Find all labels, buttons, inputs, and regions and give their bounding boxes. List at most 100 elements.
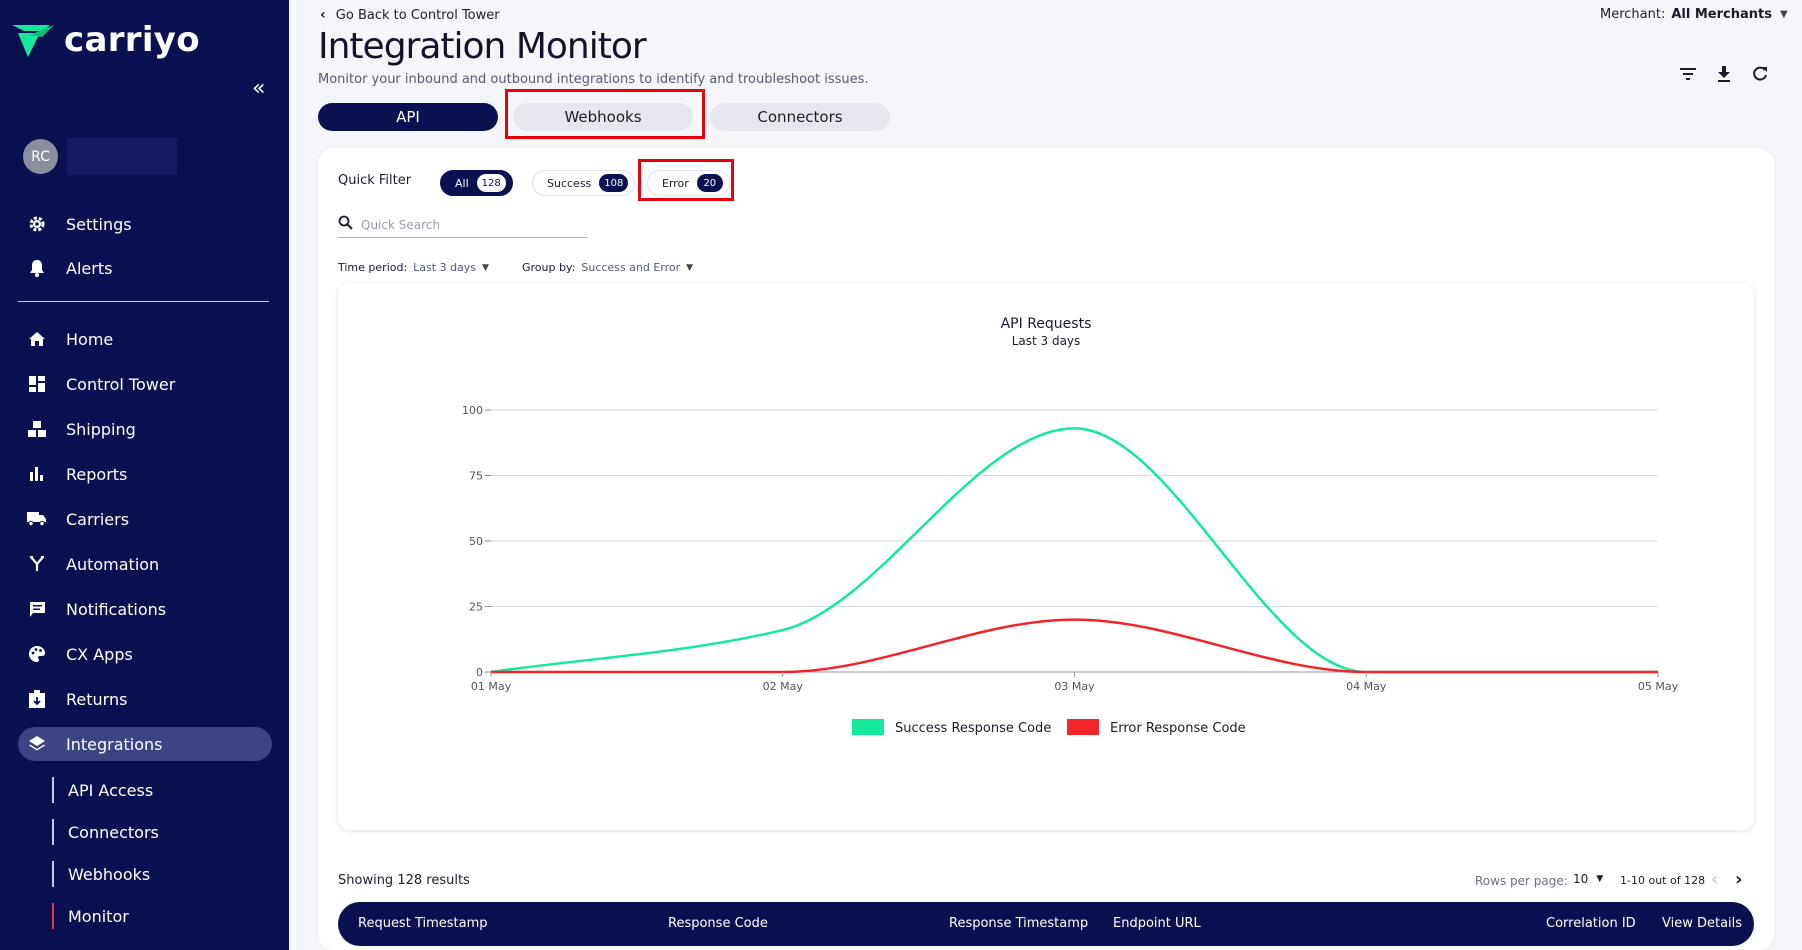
back-to-control-tower-link[interactable]: ‹ Go Back to Control Tower — [320, 7, 500, 23]
chart-card — [338, 283, 1754, 830]
y-tick-label: 50 — [469, 535, 483, 548]
sidebar-item-integrations[interactable]: Integrations — [18, 727, 272, 761]
tab-api[interactable]: API — [318, 103, 498, 131]
sidebar-item-returns[interactable]: Returns — [18, 682, 272, 716]
sidebar-item-label: Home — [66, 329, 114, 349]
carriyo-logo[interactable]: carriyo — [10, 20, 200, 60]
legend-item-success[interactable]: Success Response Code — [852, 719, 1051, 736]
series-line-error — [491, 618, 1658, 674]
sidebar-item-settings[interactable]: Settings — [18, 207, 272, 241]
sidebar-item-cx-apps[interactable]: CX Apps — [18, 637, 272, 671]
x-tick-label: 01 May — [471, 680, 512, 693]
sidebar-item-reports[interactable]: Reports — [18, 457, 272, 491]
y-tick-label: 100 — [462, 404, 483, 417]
caret-down-icon: ▼ — [686, 262, 694, 273]
chip-count: 108 — [599, 174, 629, 192]
sidebar-item-alerts[interactable]: Alerts — [18, 251, 272, 285]
group-by-select[interactable]: Group by: Success and Error ▼ — [522, 261, 693, 274]
sidebar-item-label: Alerts — [66, 258, 113, 278]
tab-label: API — [396, 108, 420, 126]
download-icon[interactable] — [1714, 64, 1734, 84]
user-name-redacted — [67, 138, 177, 175]
group-by-value: Success and Error — [581, 261, 681, 274]
filter-chip-all[interactable]: All 128 — [440, 170, 513, 196]
sidebar-item-notifications[interactable]: Notifications — [18, 592, 272, 626]
time-period-select[interactable]: Time period: Last 3 days ▼ — [338, 261, 489, 274]
palette-icon — [26, 643, 48, 665]
bell-icon — [26, 257, 48, 279]
chip-count: 20 — [696, 174, 723, 192]
next-page-icon[interactable]: › — [1735, 869, 1743, 890]
column-header-view-details[interactable]: View Details — [1662, 916, 1743, 931]
chip-label: Error — [662, 176, 689, 190]
results-count: Showing 128 results — [338, 873, 470, 888]
sidebar-subitem-monitor[interactable]: Monitor — [52, 903, 129, 929]
caret-down-icon: ▼ — [482, 262, 489, 273]
back-link-label: Go Back to Control Tower — [335, 7, 500, 23]
sidebar-item-label: Automation — [66, 554, 160, 574]
column-header-response-timestamp[interactable]: Response Timestamp — [949, 916, 1089, 931]
sidebar-subitem-label: Monitor — [68, 906, 129, 926]
merchant-value: All Merchants — [1671, 7, 1772, 22]
filter-chip-error[interactable]: Error 20 — [647, 170, 730, 196]
fork-icon — [26, 553, 48, 575]
x-tick-label: 04 May — [1346, 680, 1387, 693]
sidebar-item-home[interactable]: Home — [18, 322, 272, 356]
x-tick-label: 05 May — [1638, 680, 1679, 693]
user-profile[interactable]: RC — [23, 138, 177, 175]
quick-search — [338, 212, 588, 238]
collapse-sidebar-icon[interactable]: « — [252, 76, 266, 101]
sidebar-item-carriers[interactable]: Carriers — [18, 502, 272, 536]
tab-webhooks[interactable]: Webhooks — [513, 103, 693, 131]
avatar: RC — [23, 139, 58, 174]
column-header-request-timestamp[interactable]: Request Timestamp — [358, 916, 488, 931]
legend-item-error[interactable]: Error Response Code — [1067, 719, 1246, 736]
sidebar-item-label: CX Apps — [66, 644, 133, 664]
legend-label: Error Response Code — [1110, 721, 1246, 736]
quick-filter-label: Quick Filter — [338, 173, 412, 188]
tab-connectors[interactable]: Connectors — [710, 103, 890, 131]
refresh-icon[interactable] — [1750, 64, 1770, 84]
truck-icon — [26, 508, 48, 530]
sidebar-item-label: Carriers — [66, 509, 130, 529]
dashboard-icon — [26, 373, 48, 395]
search-input[interactable] — [361, 217, 571, 232]
page-title: Integration Monitor — [318, 26, 647, 67]
column-header-correlation-id[interactable]: Correlation ID — [1546, 916, 1636, 931]
sidebar-subitem-label: Webhooks — [68, 864, 151, 884]
logo-text: carriyo — [64, 20, 200, 60]
rows-per-page-value: 10 — [1573, 872, 1589, 886]
sidebar-item-shipping[interactable]: Shipping — [18, 412, 272, 446]
y-tick-label: 25 — [469, 601, 483, 614]
return-box-icon — [26, 688, 48, 710]
time-period-label: Time period: — [338, 261, 408, 274]
sidebar-subitem-connectors[interactable]: Connectors — [52, 819, 159, 845]
filter-chip-success[interactable]: Success 108 — [532, 170, 636, 196]
layers-icon — [26, 733, 48, 755]
column-header-response-code[interactable]: Response Code — [668, 916, 768, 931]
sidebar-subitem-webhooks[interactable]: Webhooks — [52, 861, 150, 887]
group-by-label: Group by: — [522, 261, 576, 274]
sidebar-subitem-api-access[interactable]: API Access — [52, 777, 153, 803]
pagination-range: 1-10 out of 128 — [1620, 874, 1706, 887]
rows-per-page-select[interactable]: 10 ▼ — [1573, 872, 1603, 886]
chip-count: 128 — [476, 174, 506, 192]
page-subtitle: Monitor your inbound and outbound integr… — [318, 72, 869, 87]
merchant-label: Merchant: — [1600, 7, 1666, 22]
chart-subtitle: Last 3 days — [1012, 334, 1081, 348]
y-tick-label: 0 — [476, 666, 483, 679]
bar-chart-icon — [26, 463, 48, 485]
sidebar-item-control-tower[interactable]: Control Tower — [18, 367, 272, 401]
column-header-endpoint-url[interactable]: Endpoint URL — [1113, 916, 1201, 931]
merchant-selector[interactable]: Merchant: All Merchants ▼ — [1600, 7, 1788, 22]
sidebar-item-automation[interactable]: Automation — [18, 547, 272, 581]
filter-icon[interactable] — [1678, 64, 1698, 84]
legend-swatch — [1067, 719, 1099, 735]
home-icon — [26, 328, 48, 350]
prev-page-icon[interactable]: ‹ — [1711, 869, 1719, 890]
sidebar-subitem-label: Connectors — [68, 822, 159, 842]
time-period-value: Last 3 days — [413, 261, 477, 274]
sidebar: carriyo « RC Settings Alerts Home Contro… — [0, 0, 289, 950]
search-icon — [338, 215, 353, 234]
sidebar-item-label: Control Tower — [66, 374, 176, 394]
